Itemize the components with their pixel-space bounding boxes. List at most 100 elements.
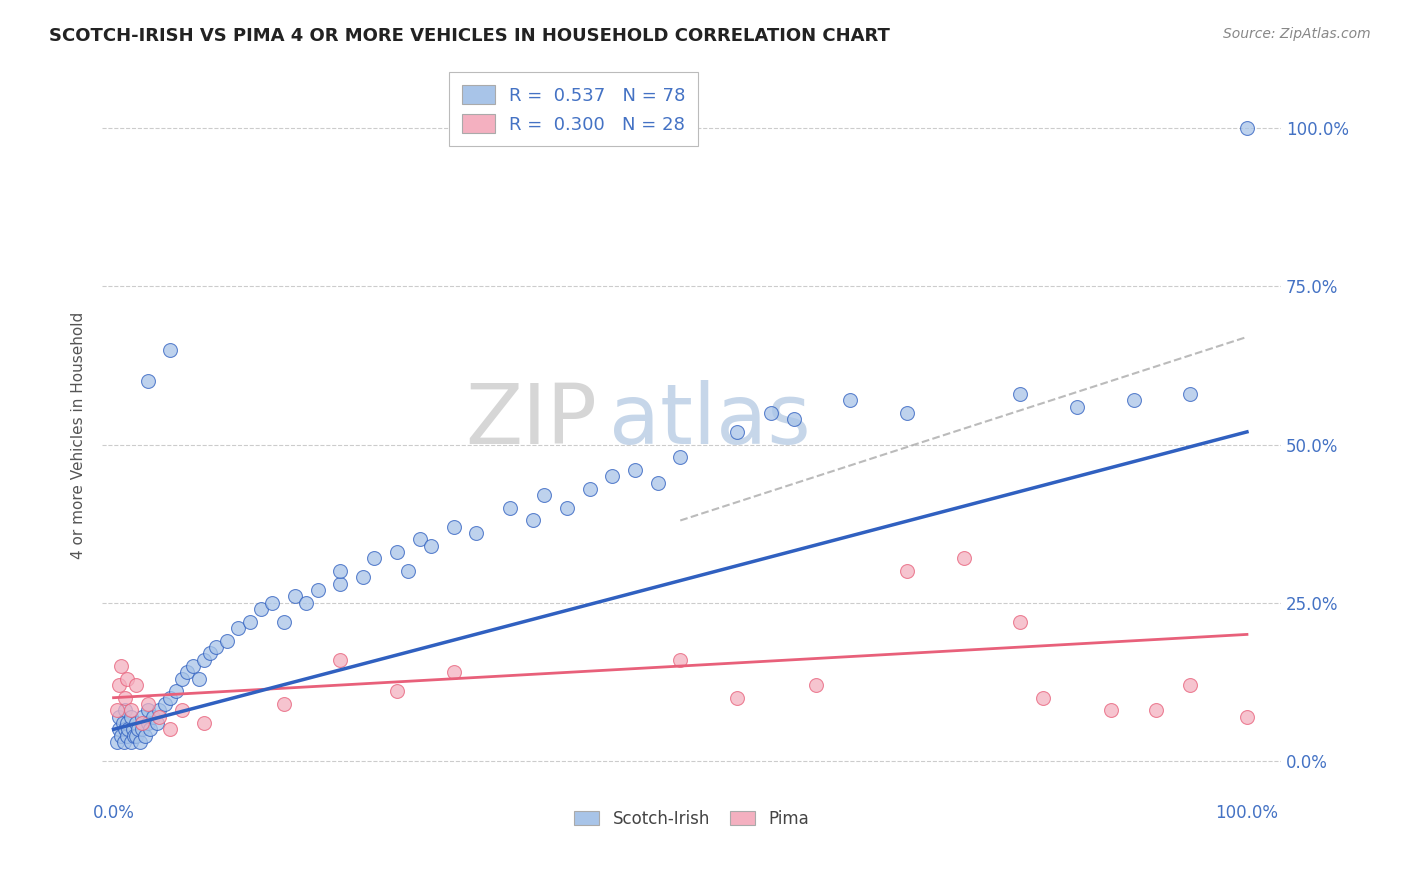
Point — [839, 393, 862, 408]
Text: Source: ZipAtlas.com: Source: ZipAtlas.com — [1223, 27, 1371, 41]
Point — [114, 690, 136, 705]
Point — [131, 723, 153, 737]
Point — [215, 633, 238, 648]
Point — [105, 703, 128, 717]
Point — [127, 723, 149, 737]
Point — [624, 463, 647, 477]
Point — [108, 678, 131, 692]
Point — [165, 684, 187, 698]
Point — [329, 576, 352, 591]
Point — [125, 678, 148, 692]
Point — [125, 729, 148, 743]
Point — [170, 703, 193, 717]
Point — [108, 723, 131, 737]
Point — [499, 500, 522, 515]
Point — [170, 672, 193, 686]
Text: SCOTCH-IRISH VS PIMA 4 OR MORE VEHICLES IN HOUSEHOLD CORRELATION CHART: SCOTCH-IRISH VS PIMA 4 OR MORE VEHICLES … — [49, 27, 890, 45]
Point — [465, 526, 488, 541]
Point — [806, 678, 828, 692]
Point — [114, 703, 136, 717]
Point — [159, 690, 181, 705]
Point — [578, 482, 600, 496]
Point — [647, 475, 669, 490]
Point — [198, 647, 221, 661]
Point — [1010, 615, 1032, 629]
Point — [111, 716, 134, 731]
Point — [329, 653, 352, 667]
Point — [145, 716, 167, 731]
Point — [408, 533, 430, 547]
Point — [120, 735, 142, 749]
Point — [115, 672, 138, 686]
Point — [307, 583, 329, 598]
Point — [193, 716, 215, 731]
Y-axis label: 4 or more Vehicles in Household: 4 or more Vehicles in Household — [72, 311, 86, 558]
Point — [131, 709, 153, 723]
Point — [181, 659, 204, 673]
Point — [782, 412, 804, 426]
Point — [105, 735, 128, 749]
Point — [396, 564, 419, 578]
Point — [1099, 703, 1122, 717]
Point — [110, 729, 132, 743]
Point — [522, 514, 544, 528]
Point — [139, 723, 162, 737]
Point — [1032, 690, 1054, 705]
Point — [110, 659, 132, 673]
Legend: Scotch-Irish, Pima: Scotch-Irish, Pima — [568, 803, 815, 834]
Point — [896, 406, 918, 420]
Point — [1066, 400, 1088, 414]
Point — [352, 570, 374, 584]
Point — [117, 723, 139, 737]
Point — [952, 551, 974, 566]
Point — [1144, 703, 1167, 717]
Point — [533, 488, 555, 502]
Point — [131, 716, 153, 731]
Point — [115, 729, 138, 743]
Point — [725, 690, 748, 705]
Point — [115, 716, 138, 731]
Point — [669, 653, 692, 667]
Point — [555, 500, 578, 515]
Point — [443, 665, 465, 680]
Point — [669, 450, 692, 465]
Point — [121, 723, 143, 737]
Point — [1010, 387, 1032, 401]
Point — [159, 343, 181, 357]
Point — [725, 425, 748, 439]
Text: ZIP: ZIP — [465, 380, 598, 461]
Point — [120, 703, 142, 717]
Point — [238, 615, 260, 629]
Point — [136, 703, 159, 717]
Point — [125, 716, 148, 731]
Point — [443, 520, 465, 534]
Point — [128, 735, 150, 749]
Text: atlas: atlas — [609, 380, 811, 461]
Point — [1236, 121, 1258, 136]
Point — [204, 640, 226, 654]
Point — [159, 723, 181, 737]
Point — [120, 709, 142, 723]
Point — [1236, 709, 1258, 723]
Point — [134, 729, 156, 743]
Point — [187, 672, 209, 686]
Point — [112, 735, 135, 749]
Point — [1122, 393, 1144, 408]
Point — [896, 564, 918, 578]
Point — [759, 406, 782, 420]
Point — [226, 621, 249, 635]
Point — [385, 545, 408, 559]
Point — [193, 653, 215, 667]
Point — [122, 729, 145, 743]
Point — [108, 709, 131, 723]
Point — [419, 539, 441, 553]
Point — [153, 697, 176, 711]
Point — [148, 709, 170, 723]
Point — [136, 374, 159, 388]
Point — [148, 703, 170, 717]
Point — [1180, 387, 1202, 401]
Point — [295, 596, 318, 610]
Point — [262, 596, 284, 610]
Point — [284, 590, 307, 604]
Point — [600, 469, 623, 483]
